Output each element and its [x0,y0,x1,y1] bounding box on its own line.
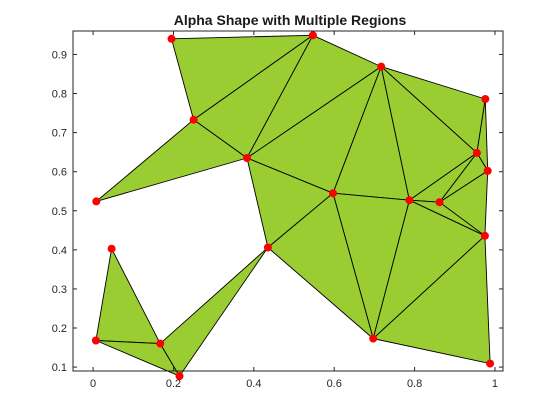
x-tick-label-4: 0.8 [407,378,422,390]
y-tick-label-8: 0.9 [52,49,67,61]
triangle-17 [372,235,491,365]
data-point-19 [486,359,495,368]
data-point-18 [175,372,184,381]
data-point-13 [480,231,489,240]
triangle-20 [159,247,269,377]
data-point-10 [405,196,414,205]
triangles-layer [95,34,491,377]
x-tick-label-0: 0 [90,378,96,390]
data-point-17 [156,339,165,348]
y-axis: 0.1 0.2 0.3 0.4 0.5 0.6 0.7 0.8 0.9 [52,49,503,374]
data-point-5 [243,154,251,162]
triangle-3 [95,119,248,202]
data-point-0 [167,34,176,43]
y-tick-label-6: 0.7 [52,128,67,140]
data-point-3 [481,95,490,103]
chart-title: Alpha Shape with Multiple Regions [174,12,407,28]
y-tick-label-4: 0.5 [52,206,67,218]
y-tick-label-7: 0.8 [52,89,67,101]
data-point-8 [92,197,101,206]
data-point-9 [329,189,337,198]
x-tick-label-1: 0.2 [166,378,181,390]
data-point-1 [308,31,317,40]
data-point-4 [189,115,198,124]
data-point-2 [377,62,386,71]
data-point-16 [91,336,100,345]
data-point-7 [483,166,492,175]
x-tick-label-5: 1 [492,378,498,390]
triangle-15 [267,192,374,340]
x-tick-label-2: 0.4 [246,378,261,390]
points-layer [91,31,495,381]
data-point-6 [472,148,481,157]
data-point-11 [435,198,444,207]
x-axis: 0 0.2 0.4 0.6 0.8 1 [90,31,498,390]
y-tick-label-0: 0.1 [52,362,67,374]
y-tick-label-2: 0.3 [52,284,67,296]
data-point-12 [263,243,272,252]
data-point-14 [107,244,116,253]
y-tick-label-1: 0.2 [52,323,67,335]
data-point-15 [369,334,378,343]
x-tick-label-3: 0.6 [327,378,342,390]
y-tick-label-5: 0.6 [52,167,67,179]
axes-box [72,30,504,372]
y-tick-label-3: 0.4 [52,245,67,257]
plot-area [72,30,504,381]
